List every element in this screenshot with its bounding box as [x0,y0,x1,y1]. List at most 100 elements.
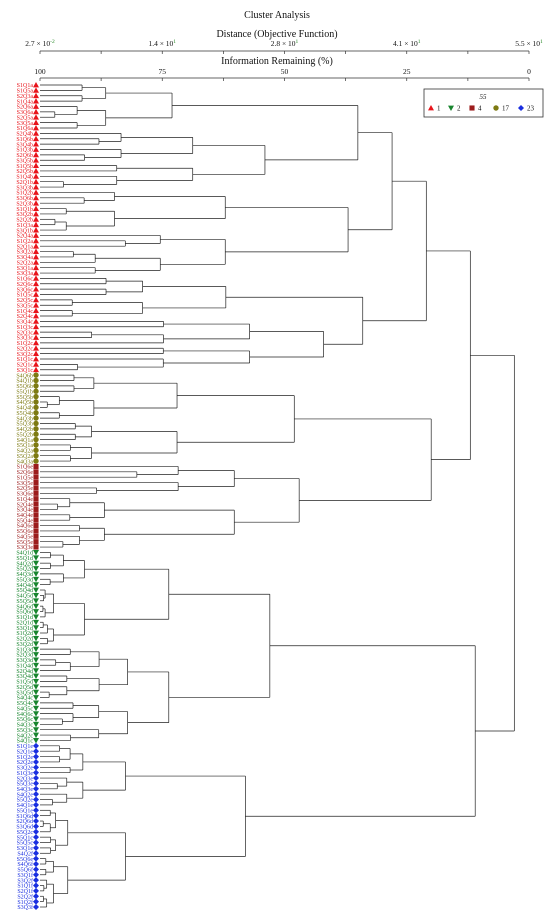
leaf-marker [33,157,39,163]
leaf-label: S1Q4c [17,309,34,315]
leaf-label: S2Q2e [17,760,34,766]
leaf-marker [33,329,39,335]
leaf-label: S5Q1e [17,808,34,814]
leaf-label: S2Q2d [16,637,33,643]
leaf-marker [33,652,39,658]
leaf-label: S4Q2b [16,427,33,433]
top-axis-tick: 2.8 × 101 [271,39,299,48]
leaf-label: S1Q4a [17,99,34,105]
leaf-marker [33,785,39,792]
leaf-label: S4Q4c [17,696,34,702]
leaf-label: S3Q2c [17,352,34,358]
leaf-label: S5Q6c [17,717,34,723]
leaf-label: S4Q1c [17,739,34,745]
leaf-label: S3Q6b [16,196,33,202]
leaf-marker [33,334,39,340]
leaf-marker [33,695,39,701]
leaf-label: S4Q3d [16,572,33,578]
leaf-marker [33,522,39,529]
leaf-label: S5Q4d [16,588,33,594]
leaf-marker [33,560,39,567]
leaf-marker [33,791,39,798]
leaf-marker [33,887,39,894]
leaf-label: S4Q5e [17,534,34,540]
legend-label: 2 [457,105,461,113]
leaf-marker [33,796,39,803]
top-axis-tick: 1.4 × 101 [148,39,176,48]
leaf-marker [33,141,39,147]
leaf-marker [33,834,39,841]
leaf-label: S3Q1a [17,266,34,272]
leaf-label: S1Q2c [17,341,34,347]
leaf-label: S1Q1e [17,744,34,750]
leaf-label: S5Q3c [17,728,34,734]
leaf-label: S5Q4b [16,411,33,417]
leaf-label: S3Q1c [17,368,34,374]
leaf-marker [33,361,39,367]
leaf-marker [33,748,39,755]
leaf-label: S4Q1e [17,803,34,809]
leaf-marker [33,114,39,120]
leaf-marker [33,850,39,857]
leaf-marker [33,237,39,244]
leaf-marker [33,339,39,346]
leaf-label: S3Q4e [17,508,34,514]
leaf-marker [33,393,39,400]
leaf-marker [33,635,39,642]
leaf-label: S2Q5d [16,685,33,691]
leaf-marker [33,855,39,862]
leaf-label: S3Q1b [16,228,33,234]
leaf-marker [33,609,39,615]
top-axis-tick: 2.7 × 10-2 [25,39,55,48]
leaf-label: S1Q6b [16,137,33,143]
leaf-marker [33,410,39,416]
leaf-marker [33,625,39,631]
leaf-marker [33,253,39,260]
leaf-marker [33,506,39,512]
leaf-label: S5Q1a [17,443,34,449]
leaf-label: S3Q1f [17,872,33,879]
leaf-label: S2Q3a [17,94,34,100]
leaf-label: S5Q2d [16,567,33,573]
leaf-label: S5Q5c [17,841,34,847]
leaf-marker [33,296,39,303]
leaf-label: S3Q5b [16,158,33,164]
leaf-label: S4Q1a [17,438,34,444]
leaf-label: S1Q1f [17,883,33,890]
leaf-label: S1Q1c [17,357,34,363]
leaf-label: S3Q1d [16,626,33,632]
leaf-marker [33,742,39,749]
bottom-axis-tick: 25 [403,67,411,76]
leaf-label: S3Q3d [16,658,33,664]
leaf-marker [33,668,39,674]
leaf-label: S3Q3b [16,185,33,191]
leaf-marker [33,893,39,900]
leaf-label: S2Q3d [16,653,33,659]
leaf-label: S4Q5d [16,594,33,600]
leaf-label: S3Q4d [16,674,33,680]
leaf-marker [33,227,39,233]
leaf-marker [33,184,39,190]
leaf-marker [33,539,39,545]
leaf-marker [33,738,39,744]
leaf-marker [33,189,39,195]
leaf-marker [33,350,39,357]
leaf-label: S3Q3c [17,336,34,342]
leaf-marker [33,248,39,254]
leaf-label: S5Q6d [16,610,33,616]
leaf-label: S2Q4c [17,314,34,320]
leaf-marker [33,436,39,443]
leaf-label: S5Q3b [16,422,33,428]
leaf-marker [33,555,39,561]
bottom-axis-tick: 75 [159,67,167,76]
legend-label: 17 [502,105,510,113]
leaf-marker [33,135,39,142]
legend-label: 4 [478,105,482,113]
leaf-label: S2Q6d [16,819,33,825]
leaf-label: S5Q2b [16,432,33,438]
leaf-marker [33,807,39,814]
leaf-label: S5Q1d [16,556,33,562]
leaf-label: S2Q1e [17,749,34,755]
leaf-label: S4Q5c [17,706,34,712]
leaf-label: S1Q4d [16,663,33,669]
